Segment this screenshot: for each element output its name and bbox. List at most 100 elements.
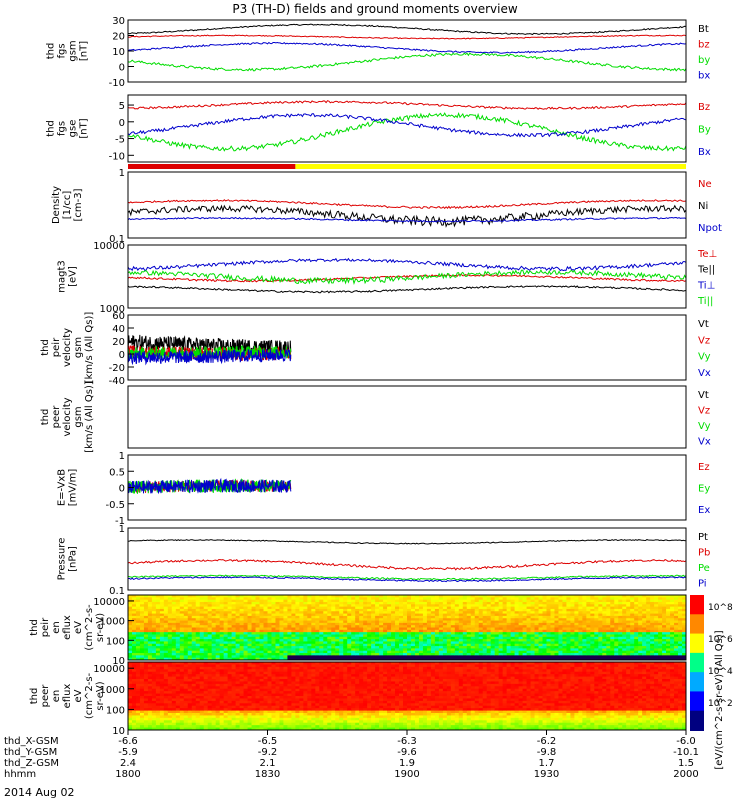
spectrogram-cell — [207, 657, 213, 661]
spectrogram-cell — [367, 620, 372, 624]
spectrogram-cell — [315, 632, 320, 635]
spectrogram-cell — [211, 691, 217, 695]
spectrogram-cell — [379, 641, 384, 645]
spectrogram-cell — [602, 608, 607, 612]
spectrogram-cell — [259, 655, 265, 659]
spectrogram-cell — [602, 650, 607, 654]
spectrogram-cell — [147, 627, 153, 631]
spectrogram-cell — [251, 693, 257, 697]
spectrogram-cell — [470, 648, 476, 652]
spectrogram-cell — [155, 713, 161, 716]
spectrogram-cell — [151, 599, 157, 603]
spectrogram-cell — [426, 606, 432, 610]
spectrogram-cell — [131, 717, 137, 721]
spectrogram-cell — [331, 606, 336, 610]
spectrogram-cell — [235, 705, 241, 709]
spectrogram-cell — [403, 641, 408, 645]
spectrogram-cell — [143, 641, 149, 645]
spectrogram-cell — [518, 611, 524, 615]
spectrogram-cell — [590, 655, 595, 659]
spectrogram-cell — [175, 625, 181, 628]
spectrogram-cell — [522, 641, 528, 645]
spectrogram-cell — [203, 620, 209, 624]
spectrogram-cell — [199, 676, 205, 680]
spectrogram-cell — [650, 653, 655, 656]
spectrogram-cell — [526, 627, 532, 631]
spectrogram-cell — [143, 717, 149, 721]
spectrogram-cell — [498, 632, 504, 635]
spectrogram-cell — [462, 627, 468, 631]
spectrogram-cell — [454, 599, 460, 603]
spectrogram-cell — [534, 622, 540, 626]
spectrogram-cell — [399, 599, 404, 603]
spectrogram-cell — [167, 604, 173, 608]
y-axis-label: thdpeirenefluxeV(cm^2-s-sr-eV) — [29, 604, 106, 651]
spectrogram-cell — [135, 683, 141, 687]
spectrogram-cell — [195, 595, 201, 598]
spectrogram-cell — [255, 639, 261, 642]
spectrogram-cell — [490, 599, 496, 603]
spectrogram-cell — [159, 683, 165, 687]
spectrogram-cell — [610, 657, 615, 661]
spectrogram-cell — [199, 717, 205, 721]
spectrogram-cell — [143, 700, 149, 704]
spectrogram-cell — [227, 595, 233, 598]
spectrogram-cell — [530, 650, 536, 654]
spectrogram-cell — [371, 639, 376, 642]
spectrogram-cell — [215, 657, 221, 661]
spectrogram-cell — [626, 643, 631, 647]
spectrogram-cell — [482, 604, 488, 608]
spectrogram-cell — [307, 597, 312, 601]
spectrogram-cell — [251, 632, 257, 635]
spectrogram-cell — [610, 620, 615, 624]
spectrogram-cell — [606, 643, 611, 647]
spectrogram-cell — [375, 625, 380, 628]
spectrogram-cell — [215, 713, 221, 716]
spectrogram-cell — [558, 620, 563, 624]
spectrogram-cell — [363, 611, 368, 615]
spectrogram-cell — [494, 643, 500, 647]
spectrogram-cell — [247, 632, 253, 635]
spectrogram-cell — [526, 646, 532, 649]
spectrogram-cell — [215, 597, 221, 601]
spectrogram-cell — [486, 629, 492, 633]
spectrogram-cell — [478, 643, 484, 647]
spectrogram-cell — [634, 627, 639, 631]
spectrogram-cell — [235, 681, 241, 685]
spectrogram-cell — [562, 604, 567, 608]
spectrogram-cell — [482, 615, 488, 619]
spectrogram-cell — [323, 650, 328, 654]
spectrogram-cell — [538, 597, 544, 601]
spectrogram-cell — [183, 688, 189, 692]
spectrogram-cell — [128, 613, 133, 617]
spectrogram-cell — [590, 601, 595, 605]
spectrogram-cell — [191, 679, 197, 682]
spectrogram-cell — [395, 648, 400, 652]
spectrogram-cell — [502, 604, 508, 608]
spectrogram-cell — [522, 618, 528, 622]
spectrogram-cell — [634, 655, 639, 659]
spectrogram-cell — [151, 676, 157, 680]
spectrogram-cell — [558, 604, 563, 608]
spectrogram-cell — [171, 622, 177, 626]
spectrogram-cell — [450, 618, 456, 622]
spectrogram-cell — [315, 597, 320, 601]
spectrogram-cell — [474, 604, 480, 608]
spectrogram-cell — [307, 601, 312, 605]
spectrogram-cell — [231, 636, 237, 640]
spectrogram-cell — [223, 696, 229, 699]
spectrogram-cell — [303, 641, 308, 645]
spectrogram-cell — [355, 604, 360, 608]
spectrogram-cell — [359, 611, 364, 615]
spectrogram-cell — [131, 713, 137, 716]
spectrogram-cell — [135, 648, 141, 652]
y-tick-label: 1000 — [100, 304, 125, 315]
spectrogram-cell — [442, 636, 448, 640]
spectrogram-cell — [199, 606, 205, 610]
spectrogram-cell — [518, 620, 524, 624]
spectrogram-cell — [670, 615, 675, 619]
spectrogram-cell — [191, 643, 197, 647]
spectrogram-cell — [363, 618, 368, 622]
spectrogram-cell — [514, 650, 520, 654]
spectrogram-cell — [211, 708, 217, 712]
